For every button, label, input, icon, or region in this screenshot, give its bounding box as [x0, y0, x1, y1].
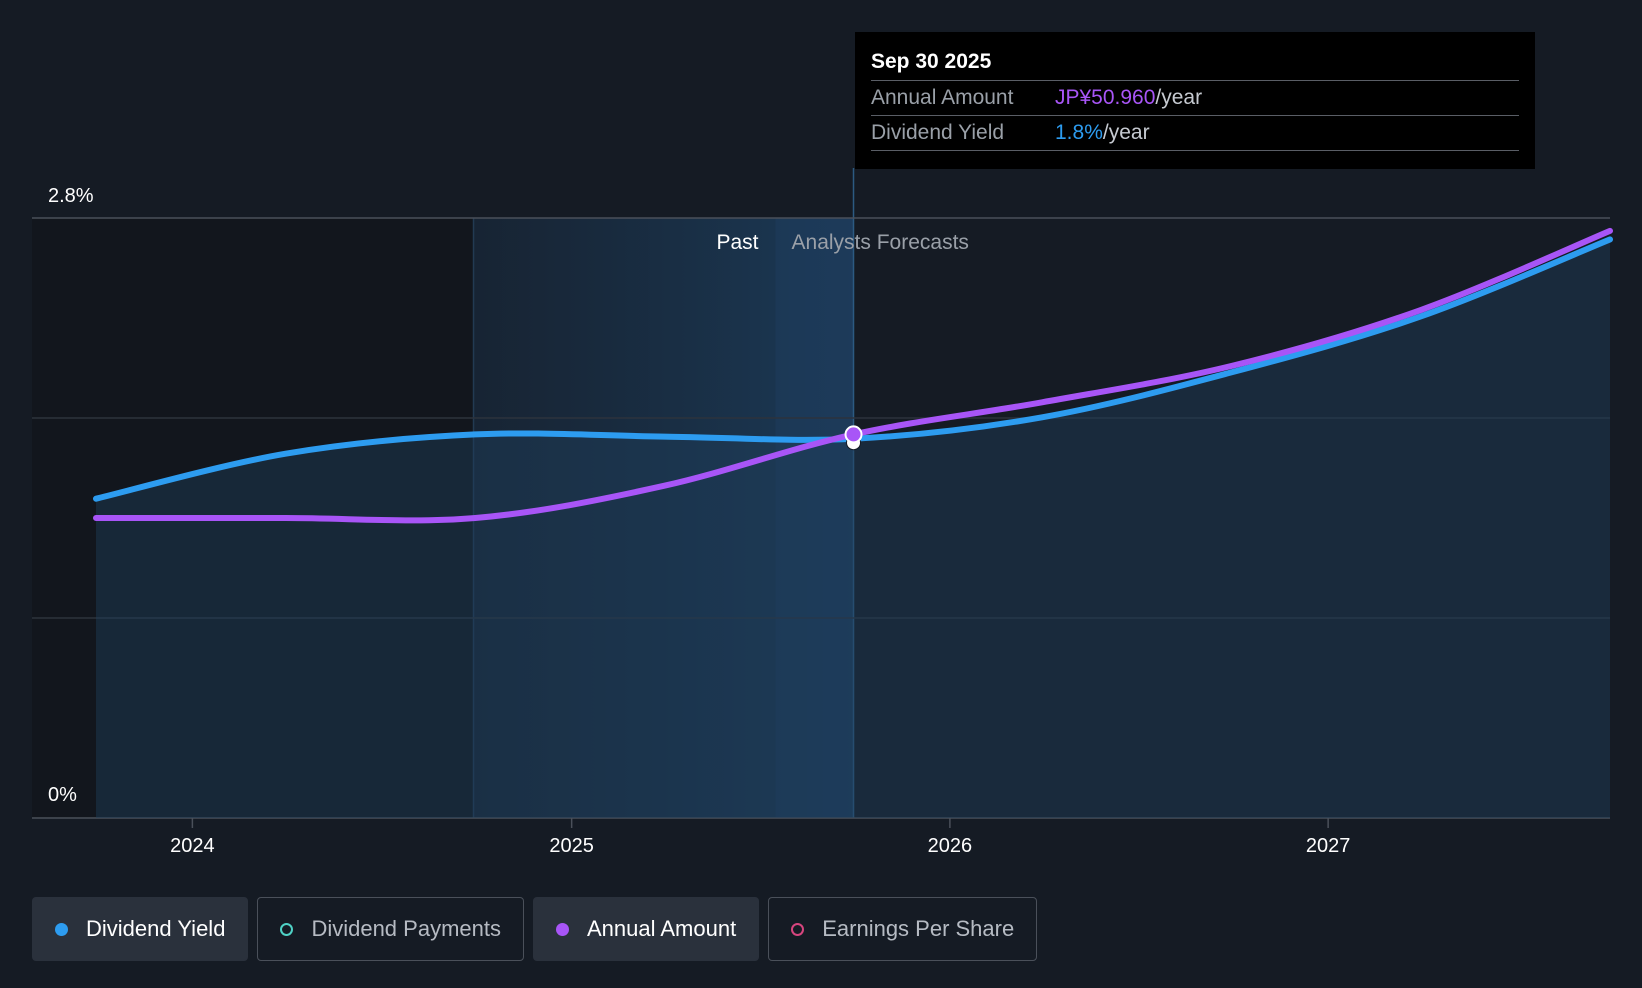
hover-markers	[844, 425, 863, 451]
tooltip-unit: /year	[1155, 86, 1203, 109]
legend-dot-icon	[555, 922, 569, 936]
legend-item-dividend-yield[interactable]: Dividend Yield	[32, 897, 249, 961]
tooltip-value: 1.8%	[1055, 121, 1103, 144]
annual-amount-marker	[844, 425, 863, 444]
dividend-chart: 2.8% 0% 2024 2025 2026 2027 Past Analysts Fo…	[32, 168, 1613, 857]
tooltip-label: Annual Amount	[871, 86, 1014, 109]
tooltip-unit: /year	[1102, 121, 1150, 144]
tooltip-label: Dividend Yield	[871, 121, 1005, 144]
tooltip-row-dividend-yield: Dividend Yield 1.8% /year	[871, 115, 1519, 151]
y-tick-label: 2.8%	[48, 185, 94, 207]
legend-dot-icon	[55, 922, 68, 936]
legend-item-earnings-per-share[interactable]: Earnings Per Share	[768, 897, 1038, 961]
series-areas	[96, 239, 1610, 818]
legend-dot-icon	[280, 922, 294, 936]
tooltip-date: Sep 30 2025	[871, 50, 992, 73]
tooltip-value: JP¥50.960	[1055, 86, 1156, 109]
legend: Dividend Yield Dividend Payments Annual …	[32, 897, 1038, 961]
legend-dot-icon	[791, 922, 805, 936]
legend-item-annual-amount[interactable]: Annual Amount	[532, 897, 760, 961]
x-tick-label: 2026	[928, 835, 973, 857]
legend-label: Earnings Per Share	[822, 916, 1015, 941]
x-axis: 2024 2025 2026 2027	[170, 818, 1350, 857]
past-label: Past	[716, 231, 758, 254]
x-tick-label: 2024	[170, 835, 215, 857]
legend-label: Annual Amount	[586, 916, 737, 941]
legend-label: Dividend Payments	[311, 916, 501, 941]
grid-lines	[32, 217, 1610, 819]
band-labels: Past Analysts Forecasts	[716, 231, 968, 254]
y-tick-label: 0%	[48, 784, 77, 806]
legend-item-dividend-payments[interactable]: Dividend Payments	[257, 897, 524, 961]
highlight-band	[775, 218, 854, 818]
dividend-yield-area	[96, 239, 1610, 818]
x-tick-label: 2027	[1306, 835, 1351, 857]
tooltip-row-annual-amount: Annual Amount JP¥50.960 /year	[871, 80, 1519, 115]
legend-label: Dividend Yield	[86, 916, 226, 941]
x-tick-label: 2025	[549, 835, 594, 857]
y-axis: 2.8% 0%	[48, 185, 94, 806]
forecast-label: Analysts Forecasts	[792, 231, 969, 254]
tooltip: Sep 30 2025 Annual Amount JP¥50.960 /yea…	[855, 32, 1535, 169]
